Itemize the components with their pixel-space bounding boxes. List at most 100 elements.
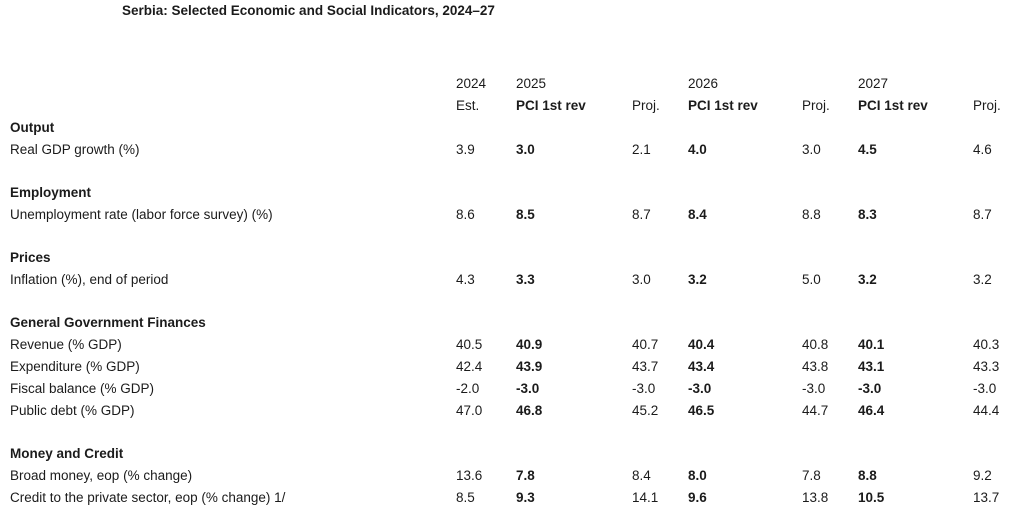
- value-cell: -2.0: [456, 381, 480, 396]
- section-employment: Employment Unemployment rate (labor force…: [10, 182, 1024, 226]
- section-general-government-finances: General Government Finances Revenue (% GD…: [10, 312, 1024, 422]
- row-label: Broad money, eop (% change): [10, 468, 193, 483]
- value-cell: 8.6: [456, 207, 475, 222]
- value-cell: 4.5: [858, 142, 877, 157]
- subheader-row: Est. PCI 1st rev Proj. PCI 1st rev Proj.…: [10, 95, 1024, 117]
- value-cell: -3.0: [688, 381, 712, 396]
- value-cell: 8.8: [802, 207, 821, 222]
- table-row: Revenue (% GDP) 40.5 40.9 40.7 40.4 40.8 40.1 4…: [10, 334, 1024, 356]
- section-money-and-credit: Money and Credit Broad money, eop (% chan…: [10, 443, 1024, 509]
- value-cell: 14.1: [632, 490, 659, 505]
- value-cell: 8.0: [688, 468, 707, 483]
- section-header-row: General Government Finances: [10, 312, 1024, 334]
- value-cell: 3.9: [456, 142, 475, 157]
- indicators-table: 2024 2025 2026 2027 Est. PCI 1st rev Pro…: [10, 73, 1024, 509]
- value-cell: 8.3: [858, 207, 877, 222]
- value-cell: 9.3: [516, 490, 535, 505]
- table-row: Credit to the private sector, eop (% cha…: [10, 487, 1024, 509]
- col-sub-est-2024: Est.: [456, 98, 480, 113]
- value-cell: -3.0: [973, 381, 997, 396]
- col-sub-pci-2026: PCI 1st rev: [688, 98, 758, 113]
- value-cell: 8.8: [858, 468, 877, 483]
- value-cell: 3.0: [516, 142, 535, 157]
- value-cell: 46.4: [858, 403, 885, 418]
- value-cell: 3.2: [688, 272, 707, 287]
- value-cell: 40.4: [688, 337, 715, 352]
- table-sections: Output Real GDP growth (%) 3.9 3.0 2.1 4.0 3.0…: [10, 117, 1024, 509]
- value-cell: 43.8: [802, 359, 829, 374]
- value-cell: 43.3: [973, 359, 1000, 374]
- value-cell: 46.5: [688, 403, 715, 418]
- value-cell: 8.5: [456, 490, 475, 505]
- value-cell: 8.7: [973, 207, 992, 222]
- value-cell: 40.1: [858, 337, 885, 352]
- section-output: Output Real GDP growth (%) 3.9 3.0 2.1 4.0 3.0…: [10, 117, 1024, 161]
- section-header: Money and Credit: [10, 446, 124, 461]
- value-cell: 43.7: [632, 359, 659, 374]
- col-sub-pci-2027: PCI 1st rev: [858, 98, 928, 113]
- section-header-row: Money and Credit: [10, 443, 1024, 465]
- section-header-row: Output: [10, 117, 1024, 139]
- value-cell: 40.7: [632, 337, 659, 352]
- row-label: Revenue (% GDP): [10, 337, 122, 352]
- value-cell: 13.7: [973, 490, 1000, 505]
- col-year-2026: 2026: [688, 76, 719, 91]
- col-year-gap-2: [802, 73, 858, 95]
- section-header: Prices: [10, 250, 51, 265]
- value-cell: 47.0: [456, 403, 483, 418]
- subheader-spacer: [10, 95, 456, 117]
- col-year-2024: 2024: [456, 76, 487, 91]
- value-cell: 8.4: [632, 468, 651, 483]
- value-cell: -3.0: [802, 381, 826, 396]
- value-cell: 10.5: [858, 490, 885, 505]
- value-cell: 2.1: [632, 142, 651, 157]
- table-row: Inflation (%), end of period 4.3 3.3 3.0 3.2…: [10, 269, 1024, 291]
- value-cell: 7.8: [516, 468, 535, 483]
- section-prices: Prices Inflation (%), end of period 4.3 3.3…: [10, 247, 1024, 291]
- col-year-gap-1: [632, 73, 688, 95]
- value-cell: 13.8: [802, 490, 829, 505]
- row-label: Real GDP growth (%): [10, 142, 140, 157]
- table-row: Real GDP growth (%) 3.9 3.0 2.1 4.0 3.0 4.5 4.6: [10, 139, 1024, 161]
- value-cell: 3.2: [858, 272, 877, 287]
- table-row: Public debt (% GDP) 47.0 46.8 45.2 46.5 44.7 4…: [10, 400, 1024, 422]
- value-cell: 5.0: [802, 272, 821, 287]
- value-cell: 43.4: [688, 359, 715, 374]
- value-cell: 3.0: [632, 272, 651, 287]
- year-header-row: 2024 2025 2026 2027: [10, 73, 1024, 95]
- value-cell: -3.0: [516, 381, 540, 396]
- table-row: Fiscal balance (% GDP) -2.0 -3.0 -3.0 -3.0 -3…: [10, 378, 1024, 400]
- section-header: Employment: [10, 185, 92, 200]
- col-year-2025: 2025: [516, 76, 547, 91]
- row-label: Inflation (%), end of period: [10, 272, 169, 287]
- value-cell: 4.6: [973, 142, 992, 157]
- value-cell: 44.7: [802, 403, 829, 418]
- section-header-row: Employment: [10, 182, 1024, 204]
- value-cell: 8.4: [688, 207, 707, 222]
- value-cell: 40.8: [802, 337, 829, 352]
- value-cell: 3.2: [973, 272, 992, 287]
- col-year-2027: 2027: [858, 76, 889, 91]
- section-header: Output: [10, 120, 55, 135]
- value-cell: 4.3: [456, 272, 475, 287]
- value-cell: -3.0: [858, 381, 882, 396]
- value-cell: 43.9: [516, 359, 543, 374]
- value-cell: 7.8: [802, 468, 821, 483]
- value-cell: 42.4: [456, 359, 483, 374]
- value-cell: -3.0: [632, 381, 656, 396]
- value-cell: 8.5: [516, 207, 535, 222]
- table-row: Broad money, eop (% change) 13.6 7.8 8.4 8.0…: [10, 465, 1024, 487]
- value-cell: 40.5: [456, 337, 483, 352]
- value-cell: 9.2: [973, 468, 992, 483]
- table-row: Unemployment rate (labor force survey) (…: [10, 204, 1024, 226]
- row-label: Credit to the private sector, eop (% cha…: [10, 490, 286, 505]
- value-cell: 45.2: [632, 403, 659, 418]
- row-label: Unemployment rate (labor force survey) (…: [10, 207, 273, 222]
- value-cell: 4.0: [688, 142, 707, 157]
- col-sub-proj-2025: Proj.: [632, 98, 660, 113]
- table-title: Serbia: Selected Economic and Social Ind…: [122, 3, 495, 18]
- section-header: General Government Finances: [10, 315, 206, 330]
- col-sub-pci-2025: PCI 1st rev: [516, 98, 586, 113]
- value-cell: 3.3: [516, 272, 535, 287]
- value-cell: 40.9: [516, 337, 543, 352]
